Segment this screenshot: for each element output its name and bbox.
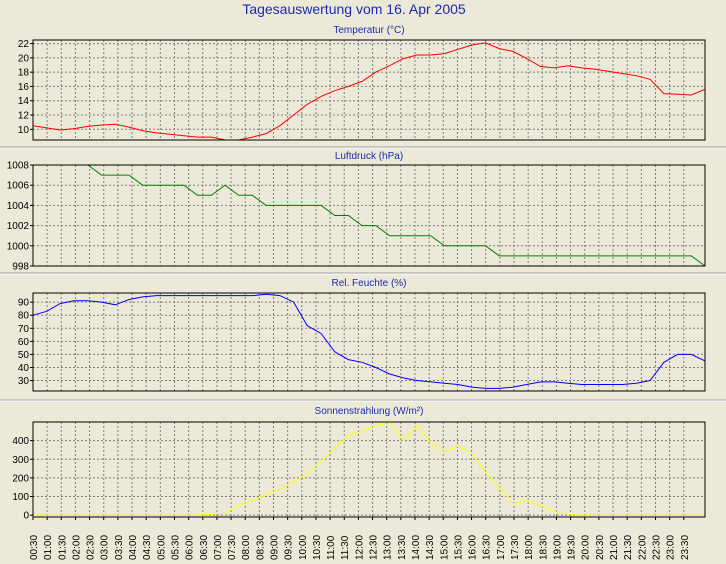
xtick-label-36: 18:30 [538,535,549,560]
panel-title-1: Luftdruck (hPa) [335,151,403,162]
ytick-label-0-3: 16 [18,82,30,93]
plot-area-0 [33,40,705,140]
xtick-label-22: 11:30 [340,535,351,560]
ytick-label-3-4: 400 [12,436,29,447]
xtick-label-23: 12:00 [354,535,365,560]
xtick-label-27: 14:00 [411,535,422,560]
ytick-label-3-1: 100 [12,492,29,503]
ytick-label-2-3: 60 [18,337,30,348]
xtick-label-32: 16:30 [482,535,493,560]
plot-area-3 [33,422,705,517]
xtick-label-46: 23:30 [680,535,691,560]
xtick-label-17: 09:00 [270,535,281,560]
plot-frame-0 [32,39,706,141]
ytick-label-1-3: 1004 [7,201,30,212]
xtick-label-43: 22:00 [637,535,648,560]
series-line-3 [33,421,705,516]
plot-frame-1 [32,164,706,267]
ytick-label-1-4: 1006 [7,181,30,192]
ytick-label-0-1: 12 [18,111,30,122]
xtick-label-21: 11:00 [326,535,337,560]
ytick-label-0-4: 18 [18,68,30,79]
xtick-label-37: 19:00 [552,535,563,560]
xtick-label-8: 04:30 [142,535,153,560]
xtick-label-28: 14:30 [425,535,436,560]
xtick-label-39: 20:00 [581,535,592,560]
ytick-label-2-0: 30 [18,376,30,387]
plot-area-1 [33,165,705,266]
xtick-label-4: 02:30 [86,535,97,560]
ytick-label-0-0: 10 [18,125,30,136]
ytick-label-0-6: 22 [18,39,30,50]
xtick-label-20: 10:30 [312,535,323,560]
xtick-label-18: 09:30 [284,535,295,560]
xtick-label-25: 13:00 [383,535,394,560]
xtick-label-42: 21:30 [623,535,634,560]
xtick-label-15: 08:00 [241,535,252,560]
xtick-label-33: 17:00 [496,535,507,560]
ytick-label-0-5: 20 [18,53,30,64]
ytick-label-1-5: 1008 [7,161,30,172]
ytick-label-0-2: 14 [18,96,30,107]
ytick-label-2-2: 50 [18,350,30,361]
xtick-label-13: 07:00 [213,535,224,560]
series-line-0 [32,42,706,141]
ytick-label-3-2: 200 [12,473,29,484]
ytick-label-1-2: 1002 [7,221,30,232]
plot-frame-2 [32,292,706,392]
plot-frame-3 [32,421,706,518]
panel-title-0: Temperatur (°C) [333,25,404,36]
ytick-label-2-5: 80 [18,311,30,322]
xtick-label-16: 08:30 [255,535,266,560]
xtick-label-11: 06:00 [185,535,196,560]
ytick-label-1-1: 1000 [7,241,30,252]
ytick-label-2-4: 70 [18,324,30,335]
xtick-label-34: 17:30 [510,535,521,560]
xtick-label-3: 02:00 [71,535,82,560]
xtick-label-41: 21:00 [609,535,620,560]
xtick-label-7: 04:00 [128,535,139,560]
panel-title-3: Sonnenstrahlung (W/m²) [315,406,424,417]
xtick-label-38: 19:30 [567,535,578,560]
xtick-label-31: 16:00 [468,535,479,560]
xtick-label-2: 01:30 [57,535,68,560]
panel-title-2: Rel. Feuchte (%) [331,278,406,289]
xtick-label-24: 12:30 [369,535,380,560]
xtick-label-9: 05:00 [156,535,167,560]
xtick-label-1: 01:00 [43,535,54,560]
ytick-label-2-1: 40 [18,363,30,374]
xtick-label-5: 03:00 [100,535,111,560]
xtick-label-6: 03:30 [114,535,125,560]
xtick-label-35: 18:00 [524,535,535,560]
ytick-label-1-0: 998 [12,262,29,273]
xtick-label-45: 23:00 [666,535,677,560]
xtick-label-14: 07:30 [227,535,238,560]
series-line-1 [33,164,706,267]
main-title: Tagesauswertung vom 16. Apr 2005 [242,1,466,17]
ytick-label-2-6: 90 [18,298,30,309]
series-line-2 [32,293,706,389]
xtick-label-29: 15:00 [439,535,450,560]
xtick-label-26: 13:30 [397,535,408,560]
xtick-label-10: 05:30 [170,535,181,560]
ytick-label-3-3: 300 [12,455,29,466]
xtick-label-12: 06:30 [199,535,210,560]
xtick-label-0: 00:30 [29,535,40,560]
xtick-label-19: 10:00 [298,535,309,560]
plot-area-2 [33,293,705,391]
xtick-label-30: 15:30 [453,535,464,560]
ytick-label-3-0: 0 [23,511,29,522]
xtick-label-44: 22:30 [651,535,662,560]
xtick-label-40: 20:30 [595,535,606,560]
